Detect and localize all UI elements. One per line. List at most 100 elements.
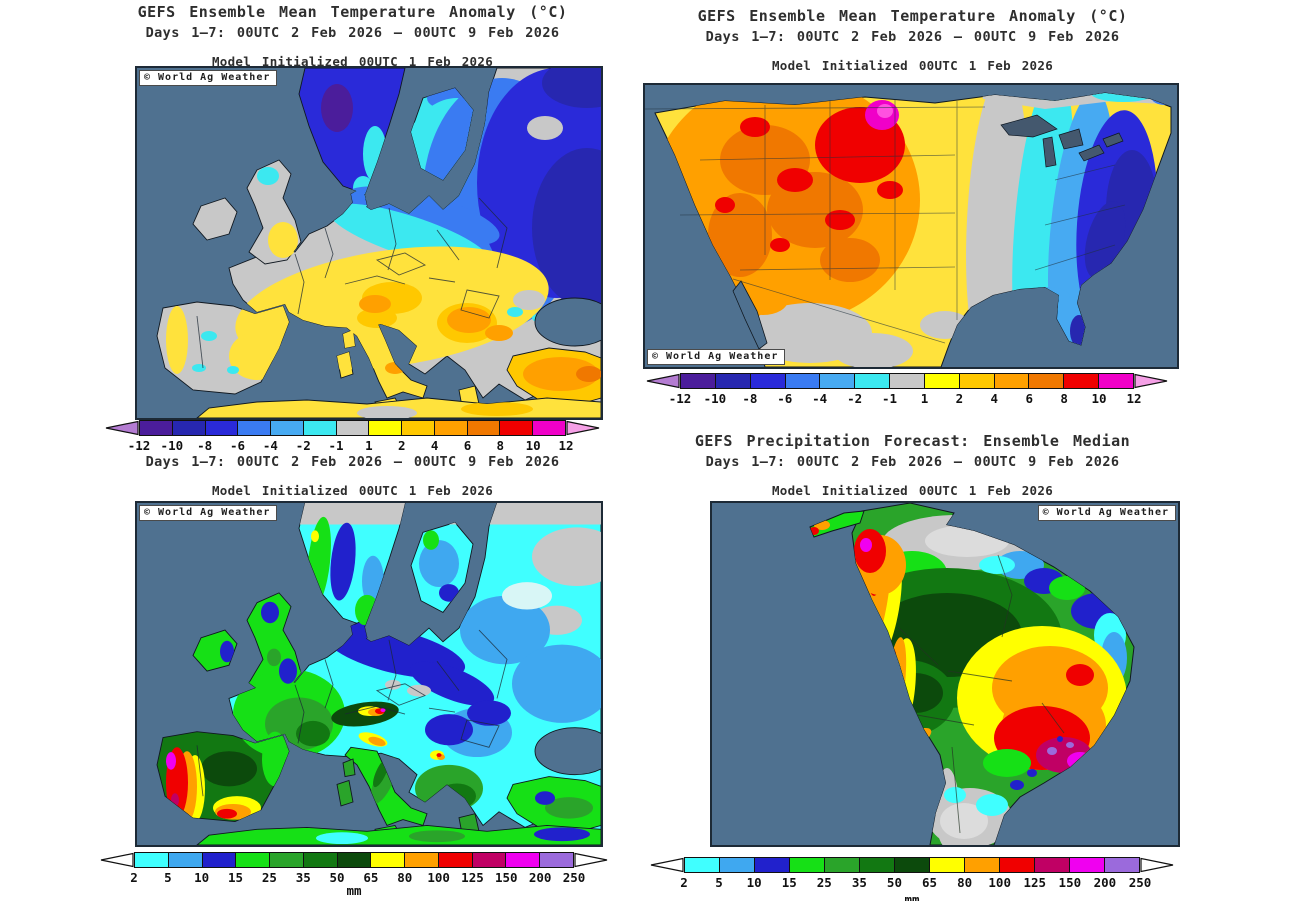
colorbar-segment (401, 420, 435, 436)
colorbar-segment (335, 420, 370, 436)
colorbar-segment (889, 373, 925, 389)
colorbar-left-arrow (646, 373, 680, 389)
watermark-label: © World Ag Weather (1037, 505, 1176, 521)
colorbar-tick-label: 2 (398, 438, 406, 453)
colorbar-segment (336, 852, 372, 868)
colorbar-tick-label: 2 (680, 875, 688, 890)
colorbar-tick-label: 250 (1128, 875, 1152, 890)
colorbar-segment (302, 852, 338, 868)
panel-subtitle: Days 1–7: 00UTC 2 Feb 2026 – 00UTC 9 Feb… (145, 25, 560, 41)
colorbar-right-arrow (574, 852, 608, 868)
colorbar-tick-label: 4 (430, 438, 439, 453)
colorbar-tick-label: -10 (703, 391, 727, 406)
colorbar-segment (819, 373, 856, 389)
colorbar-tick-label: 1 (920, 391, 929, 406)
colorbar-segment (1069, 857, 1105, 873)
south-america-precip-svg (712, 503, 1178, 845)
colorbar-tick-label: 15 (781, 875, 797, 890)
colorbar-tick-label: -8 (742, 391, 758, 406)
colorbar-segment (923, 373, 960, 389)
colorbar-tick-label: 12 (558, 438, 574, 453)
colorbar-tick-label: 50 (886, 875, 902, 890)
colorbar-tick-label: 10 (194, 870, 210, 885)
colorbar-segment (270, 420, 304, 436)
panel-init-line: Model Initialized 00UTC 1 Feb 2026 (771, 483, 1054, 498)
colorbar-segment (471, 852, 507, 868)
panel-title: GEFS Ensemble Mean Temperature Anomaly (… (697, 7, 1128, 25)
panel-title: GEFS Precipitation Forecast: Ensemble Me… (694, 432, 1131, 450)
colorbar-tick-label: 6 (463, 438, 472, 453)
colorbar-segment (499, 420, 534, 436)
colorbar-tick-label: 25 (816, 875, 832, 890)
colorbar-segment (719, 857, 755, 873)
colorbar-segments (134, 852, 574, 868)
colorbar-segment (929, 857, 965, 873)
europe-temp-colorbar: -12 -10 -8 -6 -4 -2 -1 1 2 4 6 8 10 12 (105, 420, 600, 472)
colorbar-segment (1098, 373, 1134, 389)
colorbar-segment (684, 857, 720, 873)
colorbar-segment (680, 373, 716, 389)
panel-subtitle: Days 1–7: 00UTC 2 Feb 2026 – 00UTC 9 Feb… (705, 454, 1120, 470)
colorbar-tick-label: 10 (525, 438, 541, 453)
colorbar-tick-label: 125 (461, 870, 484, 885)
colorbar-tick-label: 150 (495, 870, 518, 885)
us-temp-colorbar: -12 -10 -8 -6 -4 -2 -1 1 2 4 6 8 10 12 (646, 373, 1168, 425)
us-temp-header: GEFS Ensemble Mean Temperature Anomaly (… (650, 6, 1175, 76)
great-lakes (1000, 114, 1124, 168)
colorbar-tick-label: 15 (228, 870, 244, 885)
colorbar-tick-label: -1 (328, 438, 344, 453)
precip-field (810, 515, 1127, 845)
europe-precip-svg (137, 503, 601, 845)
europe-temp-svg (137, 68, 601, 418)
colorbar-segment (854, 373, 891, 389)
colorbar-left-arrow (650, 857, 684, 873)
colorbar-tick-label: -12 (127, 438, 151, 453)
colorbar-segment (532, 420, 566, 436)
colorbar-segment (235, 852, 271, 868)
colorbar-tick-label: 2 (130, 870, 138, 885)
colorbar-segment (1104, 857, 1140, 873)
colorbar-segment (433, 420, 468, 436)
colorbar-tick-label: -6 (777, 391, 793, 406)
colorbar-tick-label: 125 (1023, 875, 1047, 890)
colorbar-segment (1028, 373, 1065, 389)
colorbar-segment (167, 852, 203, 868)
colorbar-segment (754, 857, 790, 873)
panel-title: GEFS Ensemble Mean Temperature Anomaly (… (137, 3, 568, 21)
colorbar-right-arrow (1140, 857, 1174, 873)
panel-subtitle: Days 1–7: 00UTC 2 Feb 2026 – 00UTC 9 Feb… (705, 29, 1120, 45)
colorbar-segment (894, 857, 930, 873)
colorbar-tick-label: 100 (988, 875, 1011, 890)
colorbar-tick-label: 10 (1091, 391, 1107, 406)
colorbar-tick-label: 35 (851, 875, 867, 890)
colorbar-segment (714, 373, 751, 389)
europe-temp-header: GEFS Ensemble Mean Temperature Anomaly (… (30, 2, 675, 72)
us-temp-svg (645, 85, 1177, 367)
europe-precip-colorbar: 2 5 10 15 25 35 50 65 80 100 125 150 200 250 mm (100, 852, 608, 901)
colorbar-tick-label: 6 (1025, 391, 1033, 406)
colorbar-segment (999, 857, 1035, 873)
colorbar-tick-label: 8 (496, 438, 505, 453)
colorbar-tick-label: 250 (562, 870, 586, 885)
panel-init-line: Model Initialized 00UTC 1 Feb 2026 (771, 58, 1054, 73)
colorbar-tick-label: 200 (1093, 875, 1117, 890)
colorbar-tick-label: 35 (295, 870, 311, 885)
panel-subtitle: Days 1–7: 00UTC 2 Feb 2026 – 00UTC 9 Feb… (145, 454, 560, 470)
colorbar-tick-label: 80 (397, 870, 413, 885)
colorbar-segment (204, 420, 239, 436)
colorbar-segment (368, 420, 403, 436)
colorbar-segment (437, 852, 473, 868)
colorbar-left-arrow (105, 420, 139, 436)
colorbar-left-arrow (100, 852, 134, 868)
colorbar-tick-label: -2 (295, 438, 311, 453)
colorbar-segment (789, 857, 825, 873)
europe-precipitation-map: © World Ag Weather (135, 501, 603, 847)
colorbar-right-arrow (1134, 373, 1168, 389)
colorbar-segment (859, 857, 895, 873)
black-sea (534, 297, 601, 347)
watermark-label: © World Ag Weather (139, 70, 278, 86)
colorbar-segments (684, 857, 1140, 873)
colorbar-tick-label: 65 (922, 875, 938, 890)
colorbar-segment (269, 852, 304, 868)
